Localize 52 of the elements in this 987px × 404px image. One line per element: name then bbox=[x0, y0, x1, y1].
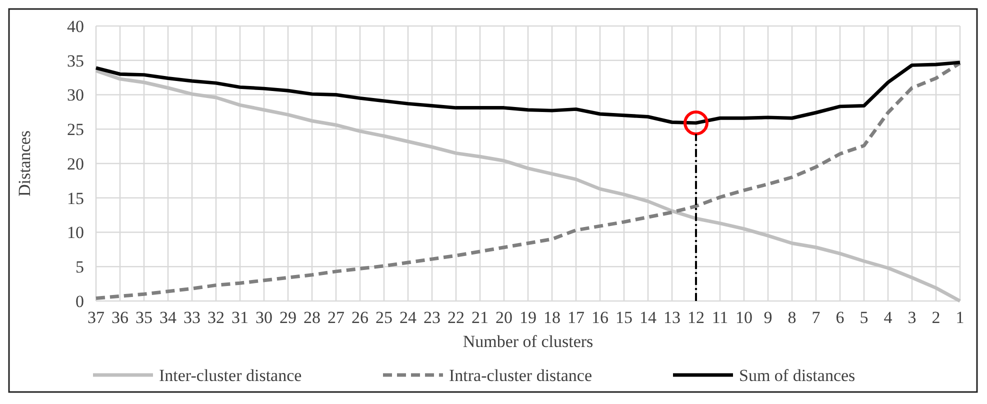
legend-label: Inter-cluster distance bbox=[159, 366, 302, 385]
x-tick-label: 26 bbox=[352, 308, 368, 327]
x-tick-label: 29 bbox=[280, 308, 296, 327]
x-tick-label: 33 bbox=[184, 308, 200, 327]
x-tick-label: 1 bbox=[956, 308, 964, 327]
y-tick-label: 20 bbox=[67, 154, 84, 174]
x-tick-label: 6 bbox=[836, 308, 844, 327]
x-tick-label: 27 bbox=[328, 308, 345, 327]
y-axis-title: Distances bbox=[15, 130, 34, 197]
x-tick-label: 8 bbox=[788, 308, 796, 327]
x-tick-label: 2 bbox=[932, 308, 940, 327]
x-tick-label: 12 bbox=[688, 308, 704, 327]
x-tick-label: 22 bbox=[448, 308, 464, 327]
x-tick-label: 36 bbox=[112, 308, 128, 327]
x-tick-label: 30 bbox=[256, 308, 272, 327]
x-tick-label: 35 bbox=[136, 308, 152, 327]
y-tick-label: 35 bbox=[67, 51, 84, 70]
x-tick-label: 25 bbox=[376, 308, 392, 327]
x-tick-label: 10 bbox=[736, 308, 752, 327]
y-tick-label: 40 bbox=[67, 16, 84, 36]
x-tick-label: 31 bbox=[232, 308, 248, 327]
x-tick-label: 18 bbox=[544, 308, 560, 327]
x-tick-label: 3 bbox=[908, 308, 916, 327]
x-tick-label: 32 bbox=[208, 308, 224, 327]
x-tick-label: 23 bbox=[424, 308, 440, 327]
x-tick-label: 17 bbox=[568, 308, 585, 327]
x-tick-label: 15 bbox=[616, 308, 632, 327]
x-tick-label: 16 bbox=[592, 308, 608, 327]
x-tick-label: 24 bbox=[400, 308, 417, 327]
x-tick-label: 11 bbox=[712, 308, 728, 327]
x-tick-label: 7 bbox=[812, 308, 821, 327]
x-tick-label: 13 bbox=[664, 308, 680, 327]
x-tick-label: 14 bbox=[640, 308, 657, 327]
y-tick-label: 15 bbox=[67, 188, 84, 208]
y-tick-label: 30 bbox=[67, 86, 84, 105]
x-tick-label: 20 bbox=[496, 308, 512, 327]
x-tick-label: 19 bbox=[520, 308, 536, 327]
x-tick-label: 5 bbox=[860, 308, 868, 327]
y-tick-label: 5 bbox=[76, 258, 84, 277]
x-tick-label: 4 bbox=[884, 308, 893, 327]
x-tick-label: 21 bbox=[472, 308, 488, 327]
x-tick-label: 37 bbox=[88, 308, 105, 327]
x-axis-title: Number of clusters bbox=[462, 332, 594, 351]
y-tick-label: 25 bbox=[67, 120, 84, 140]
x-tick-label: 28 bbox=[304, 308, 320, 327]
x-tick-label: 9 bbox=[764, 308, 772, 327]
line-series bbox=[94, 60, 962, 125]
legend-label: Sum of distances bbox=[739, 366, 856, 385]
legend-label: Intra-cluster distance bbox=[449, 366, 592, 385]
y-tick-label: 10 bbox=[67, 223, 84, 242]
y-tick-label: 0 bbox=[76, 292, 84, 311]
x-tick-label: 34 bbox=[160, 308, 177, 327]
